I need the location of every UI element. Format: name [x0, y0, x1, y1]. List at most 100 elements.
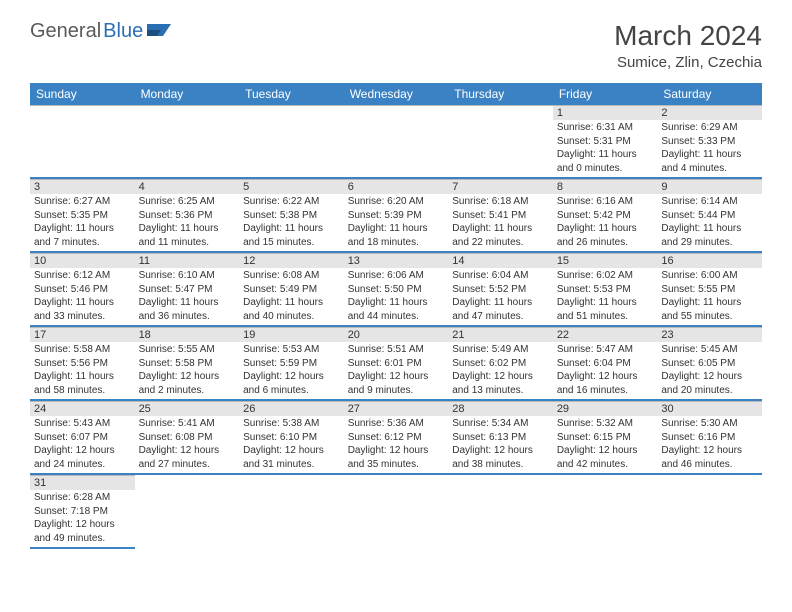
sunset-text: Sunset: 5:35 PM	[34, 209, 131, 223]
col-monday: Monday	[135, 83, 240, 105]
daylight-text: Daylight: 11 hours and 47 minutes.	[452, 296, 549, 323]
sunset-text: Sunset: 5:55 PM	[661, 283, 758, 297]
day-details: Sunrise: 5:47 AMSunset: 6:04 PMDaylight:…	[553, 342, 658, 397]
daylight-text: Daylight: 12 hours and 13 minutes.	[452, 370, 549, 397]
sunset-text: Sunset: 6:08 PM	[139, 431, 236, 445]
empty-cell	[448, 105, 553, 179]
day-details: Sunrise: 5:38 AMSunset: 6:10 PMDaylight:…	[239, 416, 344, 471]
day-cell	[239, 475, 344, 549]
daylight-text: Daylight: 12 hours and 35 minutes.	[348, 444, 445, 471]
logo-text-blue: Blue	[103, 20, 143, 43]
day-number: 3	[30, 180, 135, 194]
day-details: Sunrise: 5:51 AMSunset: 6:01 PMDaylight:…	[344, 342, 449, 397]
header: GeneralBlue March 2024 Sumice, Zlin, Cze…	[30, 20, 762, 71]
sunrise-text: Sunrise: 5:49 AM	[452, 343, 549, 357]
sunrise-text: Sunrise: 6:29 AM	[661, 121, 758, 135]
day-details: Sunrise: 5:32 AMSunset: 6:15 PMDaylight:…	[553, 416, 658, 471]
empty-cell	[30, 105, 135, 179]
sunset-text: Sunset: 5:59 PM	[243, 357, 340, 371]
sunset-text: Sunset: 6:13 PM	[452, 431, 549, 445]
day-details: Sunrise: 5:53 AMSunset: 5:59 PMDaylight:…	[239, 342, 344, 397]
day-number: 4	[135, 180, 240, 194]
day-details: Sunrise: 5:43 AMSunset: 6:07 PMDaylight:…	[30, 416, 135, 471]
sunrise-text: Sunrise: 6:27 AM	[34, 195, 131, 209]
day-cell	[135, 475, 240, 549]
day-details: Sunrise: 6:10 AMSunset: 5:47 PMDaylight:…	[135, 268, 240, 323]
daylight-text: Daylight: 11 hours and 33 minutes.	[34, 296, 131, 323]
col-wednesday: Wednesday	[344, 83, 449, 105]
sunrise-text: Sunrise: 6:18 AM	[452, 195, 549, 209]
day-cell: 20Sunrise: 5:51 AMSunset: 6:01 PMDayligh…	[344, 327, 449, 401]
sunset-text: Sunset: 5:33 PM	[661, 135, 758, 149]
day-number: 17	[30, 328, 135, 342]
day-cell: 8Sunrise: 6:16 AMSunset: 5:42 PMDaylight…	[553, 179, 658, 253]
daylight-text: Daylight: 12 hours and 46 minutes.	[661, 444, 758, 471]
week-row: 1Sunrise: 6:31 AMSunset: 5:31 PMDaylight…	[30, 105, 762, 179]
sunrise-text: Sunrise: 6:25 AM	[139, 195, 236, 209]
daylight-text: Daylight: 11 hours and 55 minutes.	[661, 296, 758, 323]
sunset-text: Sunset: 5:47 PM	[139, 283, 236, 297]
day-details: Sunrise: 6:04 AMSunset: 5:52 PMDaylight:…	[448, 268, 553, 323]
sunset-text: Sunset: 5:36 PM	[139, 209, 236, 223]
day-cell: 24Sunrise: 5:43 AMSunset: 6:07 PMDayligh…	[30, 401, 135, 475]
col-thursday: Thursday	[448, 83, 553, 105]
day-number: 12	[239, 254, 344, 268]
daylight-text: Daylight: 11 hours and 36 minutes.	[139, 296, 236, 323]
daylight-text: Daylight: 11 hours and 15 minutes.	[243, 222, 340, 249]
sunrise-text: Sunrise: 6:16 AM	[557, 195, 654, 209]
daylight-text: Daylight: 12 hours and 20 minutes.	[661, 370, 758, 397]
day-number: 10	[30, 254, 135, 268]
daylight-text: Daylight: 11 hours and 0 minutes.	[557, 148, 654, 175]
day-cell: 7Sunrise: 6:18 AMSunset: 5:41 PMDaylight…	[448, 179, 553, 253]
day-details: Sunrise: 6:12 AMSunset: 5:46 PMDaylight:…	[30, 268, 135, 323]
day-number: 31	[30, 476, 135, 490]
sunrise-text: Sunrise: 6:14 AM	[661, 195, 758, 209]
col-saturday: Saturday	[657, 83, 762, 105]
day-details: Sunrise: 6:28 AMSunset: 7:18 PMDaylight:…	[30, 490, 135, 545]
logo: GeneralBlue	[30, 20, 173, 43]
day-cell: 15Sunrise: 6:02 AMSunset: 5:53 PMDayligh…	[553, 253, 658, 327]
daylight-text: Daylight: 12 hours and 6 minutes.	[243, 370, 340, 397]
calendar-body: 1Sunrise: 6:31 AMSunset: 5:31 PMDaylight…	[30, 105, 762, 549]
sunset-text: Sunset: 5:42 PM	[557, 209, 654, 223]
day-cell: 9Sunrise: 6:14 AMSunset: 5:44 PMDaylight…	[657, 179, 762, 253]
day-cell: 6Sunrise: 6:20 AMSunset: 5:39 PMDaylight…	[344, 179, 449, 253]
sunrise-text: Sunrise: 6:28 AM	[34, 491, 131, 505]
day-number: 13	[344, 254, 449, 268]
daylight-text: Daylight: 11 hours and 22 minutes.	[452, 222, 549, 249]
sunrise-text: Sunrise: 5:38 AM	[243, 417, 340, 431]
day-details: Sunrise: 6:02 AMSunset: 5:53 PMDaylight:…	[553, 268, 658, 323]
day-details: Sunrise: 5:45 AMSunset: 6:05 PMDaylight:…	[657, 342, 762, 397]
sunset-text: Sunset: 5:38 PM	[243, 209, 340, 223]
sunrise-text: Sunrise: 6:02 AM	[557, 269, 654, 283]
daylight-text: Daylight: 12 hours and 9 minutes.	[348, 370, 445, 397]
day-details: Sunrise: 5:30 AMSunset: 6:16 PMDaylight:…	[657, 416, 762, 471]
day-number: 7	[448, 180, 553, 194]
calendar-table: Sunday Monday Tuesday Wednesday Thursday…	[30, 83, 762, 549]
day-number: 11	[135, 254, 240, 268]
day-number: 25	[135, 402, 240, 416]
day-cell	[239, 105, 344, 179]
day-number: 23	[657, 328, 762, 342]
sunrise-text: Sunrise: 5:58 AM	[34, 343, 131, 357]
day-number: 14	[448, 254, 553, 268]
col-tuesday: Tuesday	[239, 83, 344, 105]
day-number: 9	[657, 180, 762, 194]
sunrise-text: Sunrise: 5:45 AM	[661, 343, 758, 357]
sunrise-text: Sunrise: 5:36 AM	[348, 417, 445, 431]
day-number: 26	[239, 402, 344, 416]
sunset-text: Sunset: 6:16 PM	[661, 431, 758, 445]
day-number: 24	[30, 402, 135, 416]
day-cell	[344, 475, 449, 549]
sunrise-text: Sunrise: 6:12 AM	[34, 269, 131, 283]
week-row: 17Sunrise: 5:58 AMSunset: 5:56 PMDayligh…	[30, 327, 762, 401]
empty-cell	[239, 105, 344, 179]
day-cell: 17Sunrise: 5:58 AMSunset: 5:56 PMDayligh…	[30, 327, 135, 401]
daylight-text: Daylight: 11 hours and 58 minutes.	[34, 370, 131, 397]
daylight-text: Daylight: 11 hours and 29 minutes.	[661, 222, 758, 249]
day-number: 22	[553, 328, 658, 342]
week-row: 24Sunrise: 5:43 AMSunset: 6:07 PMDayligh…	[30, 401, 762, 475]
col-sunday: Sunday	[30, 83, 135, 105]
sunset-text: Sunset: 5:49 PM	[243, 283, 340, 297]
daylight-text: Daylight: 11 hours and 4 minutes.	[661, 148, 758, 175]
